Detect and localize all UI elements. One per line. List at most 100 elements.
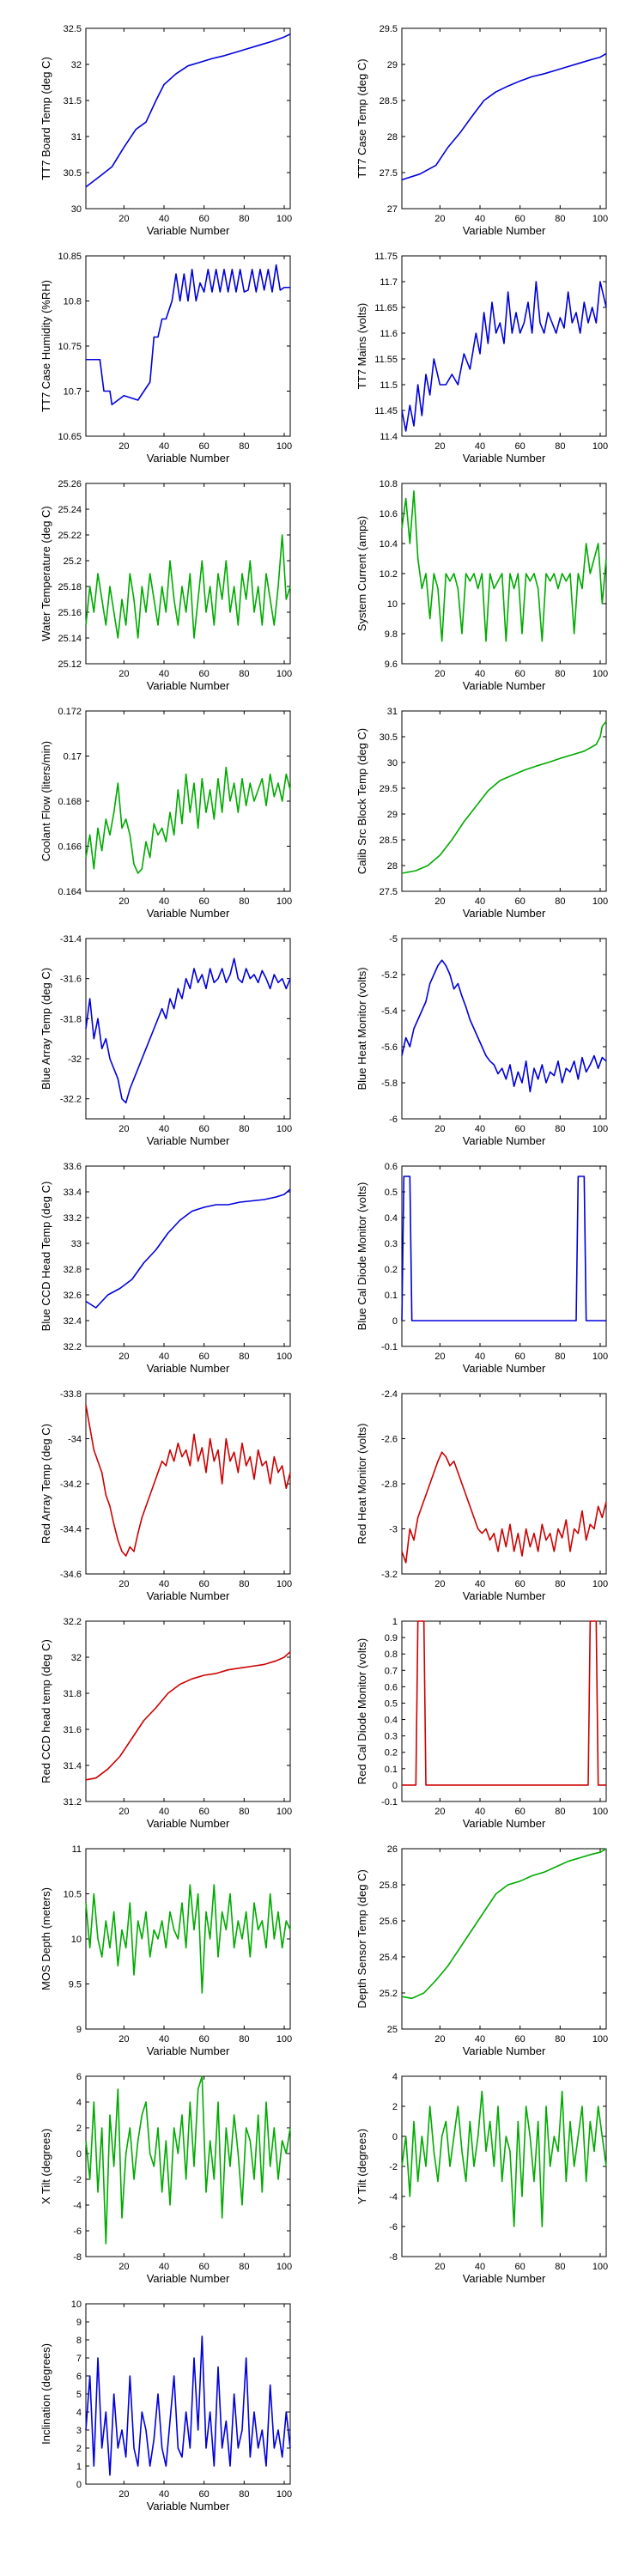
series-line <box>85 1188 291 1309</box>
y-axis-label: Red Heat Monitor (volts) <box>355 1424 368 1545</box>
y-tick-label: -2 <box>73 2175 82 2185</box>
plot-frame <box>401 710 607 892</box>
x-tick-label: 80 <box>239 2034 249 2044</box>
y-axis-label: TT7 Board Temp (deg C) <box>39 57 52 180</box>
y-tick-label: 11.7 <box>380 277 398 288</box>
x-tick-label: 20 <box>118 2262 129 2272</box>
y-tick-label: 33 <box>71 1239 82 1249</box>
y-tick-label: 30.5 <box>64 168 82 179</box>
y-tick-label: 25.4 <box>380 1953 398 1963</box>
x-tick-label: 100 <box>592 1124 608 1134</box>
y-tick-label: -6 <box>73 2227 82 2237</box>
y-tick-label: 0.172 <box>58 707 82 717</box>
plot-frame <box>85 1165 291 1347</box>
y-tick-label: 0 <box>76 2480 82 2490</box>
chart-panel-red-ccd-head-temp: 31.2 31.4 31.6 31.8 32 32.2 20 40 60 80 100 Variabl… <box>39 1617 292 1830</box>
x-tick-label: 60 <box>515 1579 526 1589</box>
x-tick-label: 80 <box>555 896 565 907</box>
y-tick-label: 11.65 <box>374 303 398 313</box>
plot-frame <box>401 1620 607 1802</box>
x-axis-label: Variable Number <box>147 1134 230 1147</box>
chart-panel-tt7-board-temp: 30 30.5 31 31.5 32 32.5 20 40 60 80 100 Variable Nu… <box>39 24 292 237</box>
x-tick-label: 20 <box>118 1124 129 1134</box>
x-tick-label: 100 <box>276 214 292 224</box>
chart-panel-blue-cal-diode-monitor: -0.1 0 0.1 0.2 0.3 0.4 0.5 0.6 20 40 60 80 100 Variab… <box>355 1162 608 1375</box>
y-tick-label: 25.18 <box>58 582 82 592</box>
x-tick-label: 60 <box>199 1579 210 1589</box>
chart-panel-coolant-flow: 0.164 0.166 0.168 0.17 0.172 20 40 60 80 100 Varia… <box>39 707 292 920</box>
x-axis-label: Variable Number <box>463 1589 546 1602</box>
chart-panel-tt7-case-humidity: 10.65 10.7 10.75 10.8 10.85 20 40 60 80 100 Variab… <box>39 252 292 465</box>
y-tick-label: 25.26 <box>58 479 82 489</box>
x-tick-label: 100 <box>276 1124 292 1134</box>
y-tick-label: -5 <box>389 934 398 945</box>
y-axis-label: Blue Heat Monitor (volts) <box>355 967 368 1090</box>
y-tick-label: -5.8 <box>381 1078 398 1089</box>
series-line <box>401 959 607 1093</box>
y-tick-label: 5 <box>76 2390 82 2400</box>
y-axis-label: MOS Depth (meters) <box>39 1887 52 1990</box>
x-axis-label: Variable Number <box>147 907 230 920</box>
x-axis-label: Variable Number <box>463 452 546 465</box>
x-tick-label: 80 <box>555 1807 565 1817</box>
y-tick-label: -31.8 <box>60 1014 82 1024</box>
y-tick-label: 10.75 <box>58 342 82 352</box>
x-tick-label: 80 <box>555 441 565 452</box>
y-tick-label: -8 <box>73 2252 82 2263</box>
y-tick-label: -34.4 <box>60 1525 82 1535</box>
y-tick-label: 4 <box>392 2072 398 2082</box>
y-tick-label: -31.4 <box>60 934 82 945</box>
plot-frame <box>401 938 607 1120</box>
y-tick-label: 10.65 <box>58 432 82 442</box>
y-tick-label: -3.2 <box>381 1570 398 1580</box>
plot-frame <box>85 710 291 892</box>
chart-panel-depth-sensor-temp: 25 25.2 25.4 25.6 25.8 26 20 40 60 80 100 Variable … <box>355 1844 608 2057</box>
x-tick-label: 20 <box>118 1579 129 1589</box>
y-tick-label: 7 <box>76 2354 82 2364</box>
y-tick-label: 0.17 <box>64 752 82 762</box>
x-tick-label: 20 <box>434 2262 445 2272</box>
x-tick-label: 80 <box>239 1124 249 1134</box>
y-tick-label: 29 <box>387 60 398 70</box>
x-tick-label: 40 <box>159 2034 169 2044</box>
chart-panel-blue-ccd-head-temp: 32.2 32.4 32.6 32.8 33 33.2 33.4 33.6 20 40 60 80 10… <box>39 1162 292 1375</box>
plot-frame <box>85 483 291 665</box>
plot-frame <box>85 1848 291 2030</box>
x-tick-label: 100 <box>276 1807 292 1817</box>
plot-frame <box>401 1393 607 1575</box>
x-tick-label: 60 <box>515 896 526 907</box>
y-tick-label: 27 <box>387 204 398 215</box>
x-tick-label: 60 <box>199 441 210 452</box>
x-tick-label: 40 <box>475 669 485 679</box>
y-tick-label: 0.2 <box>385 1748 398 1759</box>
x-axis-label: Variable Number <box>147 2044 230 2057</box>
x-tick-label: 80 <box>239 669 249 679</box>
y-tick-label: -5.2 <box>381 970 398 981</box>
series-line <box>401 2090 607 2227</box>
x-tick-label: 20 <box>434 1352 445 1362</box>
plot-frame <box>401 255 607 437</box>
chart-panel-tt7-mains: 11.4 11.45 11.5 11.55 11.6 11.65 11.7 11.75 20 40… <box>355 252 608 465</box>
x-tick-label: 20 <box>118 441 129 452</box>
y-axis-label: Y Tilt (degrees) <box>355 2129 368 2204</box>
y-tick-label: -0.1 <box>381 1797 398 1807</box>
y-tick-label: 9.6 <box>385 659 398 670</box>
y-tick-label: 31 <box>71 132 82 143</box>
y-tick-label: 10 <box>71 1935 82 1945</box>
y-tick-label: 11.45 <box>374 406 398 416</box>
x-tick-label: 40 <box>159 2262 169 2272</box>
y-tick-label: 10.5 <box>64 1890 82 1900</box>
series-line <box>85 957 291 1104</box>
y-tick-label: 0.8 <box>385 1649 398 1660</box>
y-tick-label: -3 <box>389 1525 398 1535</box>
plot-frame <box>401 483 607 665</box>
y-tick-label: 32 <box>71 60 82 70</box>
y-tick-label: 10.8 <box>380 479 398 489</box>
plot-frame <box>85 255 291 437</box>
series-line <box>401 1848 607 2000</box>
x-tick-label: 100 <box>592 1807 608 1817</box>
x-axis-label: Variable Number <box>463 2272 546 2285</box>
x-tick-label: 60 <box>515 2034 526 2044</box>
chart-panel-inclination: 0 1 2 3 4 5 6 7 8 9 10 20 40 60 80 100 Variable Number In… <box>39 2300 292 2512</box>
y-tick-label: -2.8 <box>381 1479 398 1490</box>
